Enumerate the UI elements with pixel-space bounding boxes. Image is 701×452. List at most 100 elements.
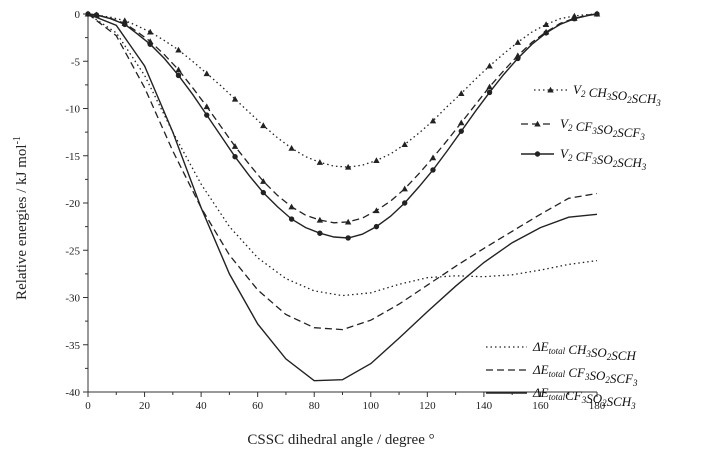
data-point bbox=[175, 66, 182, 73]
legend-label: V2 CH3SO2SCH3 bbox=[573, 82, 661, 108]
data-point bbox=[260, 189, 267, 196]
data-point bbox=[316, 216, 324, 223]
x-tick-label: 120 bbox=[419, 400, 436, 412]
legend: V2 CH3SO2SCH3 V2 CF3SO2SCF3 V2 CF3SO2SCH3 Δ… bbox=[486, 82, 661, 411]
data-point bbox=[344, 218, 352, 225]
data-point bbox=[486, 62, 493, 69]
data-point bbox=[401, 141, 408, 147]
legend-entry-6: ΔEtotalCF3SO2SCH3 bbox=[486, 385, 636, 411]
legend-label: ΔEtotal CF3SO2SCF3 bbox=[532, 362, 638, 388]
data-point bbox=[288, 216, 295, 222]
x-tick-label: 0 bbox=[85, 400, 91, 412]
data-point bbox=[317, 230, 323, 236]
y-tick-label: -5 bbox=[71, 56, 81, 68]
series-4 bbox=[87, 13, 598, 297]
data-point bbox=[429, 117, 437, 124]
data-point bbox=[542, 21, 550, 27]
series-line bbox=[87, 13, 598, 168]
data-point bbox=[345, 235, 351, 241]
series-6 bbox=[87, 13, 598, 382]
data-point bbox=[571, 16, 578, 22]
y-axis-title-sup: -1 bbox=[12, 136, 23, 144]
data-point bbox=[344, 163, 352, 170]
data-point bbox=[594, 11, 600, 17]
data-point bbox=[175, 46, 182, 53]
x-tick-label: 40 bbox=[196, 400, 208, 412]
legend-entry-3: V2 CF3SO2SCH3 bbox=[521, 146, 647, 172]
x-tick-label: 100 bbox=[363, 400, 380, 412]
data-point bbox=[486, 89, 493, 96]
legend-entry-4: ΔEtotal CH3SO2SCH bbox=[486, 339, 636, 363]
axes: 0 20 40 60 80 100 120 140 160 180 0 -5 -10 -15 -20 -25 -… bbox=[65, 9, 605, 412]
data-point bbox=[515, 55, 521, 62]
series-2 bbox=[84, 10, 601, 225]
y-tick-label: -35 bbox=[65, 340, 80, 352]
data-point bbox=[288, 144, 295, 151]
legend-entry-5: ΔEtotal CF3SO2SCF3 bbox=[486, 362, 638, 388]
legend-label: ΔEtotalCF3SO2SCH3 bbox=[532, 385, 636, 411]
data-point bbox=[458, 90, 465, 96]
data-point bbox=[373, 157, 380, 164]
series-5 bbox=[87, 13, 598, 331]
data-point bbox=[231, 95, 239, 102]
legend-label: V2 CF3SO2SCH3 bbox=[560, 146, 647, 172]
series-line bbox=[87, 13, 598, 239]
y-tick-label: -15 bbox=[65, 151, 80, 163]
x-tick-label: 60 bbox=[252, 400, 264, 412]
y-tick-label: -10 bbox=[65, 104, 80, 116]
data-point bbox=[204, 112, 210, 118]
data-point bbox=[429, 154, 437, 161]
y-axis-title: Relative energies / kJ mol-1 bbox=[12, 136, 30, 300]
series-line bbox=[87, 13, 598, 224]
data-point bbox=[401, 185, 408, 192]
legend-entry-2: V2 CF3SO2SCF3 bbox=[521, 116, 645, 142]
y-axis-title-main: Relative energies / kJ mol bbox=[14, 144, 30, 300]
legend-entry-1: V2 CH3SO2SCH3 bbox=[534, 82, 661, 108]
x-tick-label: 80 bbox=[309, 400, 321, 412]
data-point bbox=[203, 103, 210, 110]
legend-label: V2 CF3SO2SCF3 bbox=[560, 116, 645, 142]
data-point bbox=[260, 122, 267, 129]
x-axis-title: CSSC dihedral angle / degree ° bbox=[247, 432, 434, 448]
y-tick-label: -20 bbox=[65, 198, 80, 210]
data-point bbox=[458, 128, 464, 134]
data-point bbox=[147, 41, 153, 47]
series-1 bbox=[84, 10, 601, 170]
data-point bbox=[316, 159, 324, 165]
series-3 bbox=[85, 11, 600, 241]
series-line bbox=[87, 13, 598, 297]
y-tick-label: -30 bbox=[65, 293, 80, 305]
data-point bbox=[486, 83, 493, 90]
data-point bbox=[231, 143, 239, 149]
data-point bbox=[373, 207, 380, 214]
legend-label: ΔEtotal CH3SO2SCH bbox=[532, 339, 636, 363]
series-layer bbox=[84, 10, 601, 382]
data-point bbox=[534, 120, 541, 127]
data-point bbox=[547, 86, 554, 93]
series-line bbox=[87, 13, 598, 331]
data-point bbox=[232, 153, 238, 160]
data-point bbox=[288, 203, 295, 210]
x-tick-label: 140 bbox=[476, 400, 493, 412]
data-point bbox=[203, 70, 210, 77]
data-point bbox=[430, 167, 436, 173]
data-point bbox=[175, 72, 182, 79]
y-tick-label: 0 bbox=[75, 9, 81, 21]
y-tick-label: -40 bbox=[65, 387, 80, 399]
series-line bbox=[87, 13, 598, 382]
y-tick-label: -25 bbox=[65, 245, 80, 257]
data-point bbox=[260, 178, 267, 184]
x-tick-label: 180 bbox=[589, 400, 606, 412]
x-tick-label: 20 bbox=[139, 400, 151, 412]
data-point bbox=[122, 21, 128, 28]
data-point bbox=[514, 39, 522, 45]
data-point bbox=[543, 30, 549, 36]
data-point bbox=[402, 200, 408, 206]
data-point bbox=[534, 151, 541, 157]
x-tick-label: 160 bbox=[532, 400, 549, 412]
data-point bbox=[373, 223, 380, 230]
data-point bbox=[458, 119, 465, 126]
data-point bbox=[147, 28, 154, 35]
